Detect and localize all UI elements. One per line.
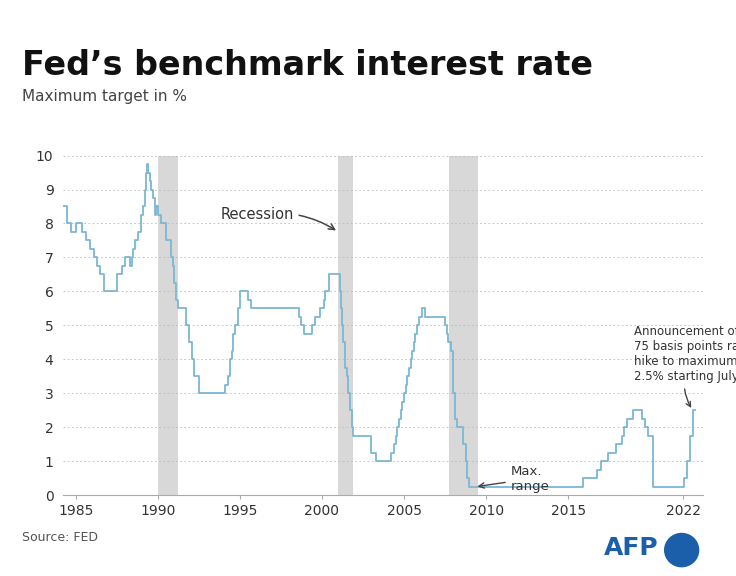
Text: Recession: Recession	[220, 207, 335, 230]
Text: Fed’s benchmark interest rate: Fed’s benchmark interest rate	[22, 49, 593, 82]
Text: Source: FED: Source: FED	[22, 531, 98, 544]
Bar	[449, 156, 478, 495]
Text: AFP: AFP	[604, 536, 658, 560]
Text: Maximum target in %: Maximum target in %	[22, 89, 187, 104]
Bar	[158, 156, 178, 495]
Circle shape	[665, 533, 698, 567]
Text: Max.
range: Max. range	[479, 465, 550, 493]
Text: Announcement of
75 basis points rate
hike to maximum of
2.5% starting July 28: Announcement of 75 basis points rate hik…	[634, 325, 736, 407]
Bar	[339, 156, 353, 495]
